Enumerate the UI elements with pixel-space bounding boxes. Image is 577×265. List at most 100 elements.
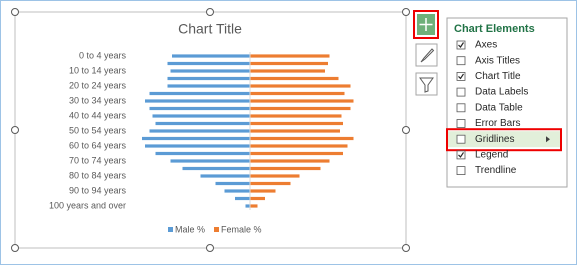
handle[interactable] bbox=[11, 8, 19, 16]
bar bbox=[235, 196, 250, 201]
bar bbox=[200, 174, 250, 178]
bar bbox=[250, 204, 258, 208]
handle[interactable] bbox=[206, 244, 214, 252]
bar bbox=[250, 61, 328, 66]
bar bbox=[182, 166, 250, 171]
bar bbox=[250, 174, 300, 178]
handle[interactable] bbox=[11, 244, 19, 252]
handle[interactable] bbox=[402, 126, 410, 134]
chart-title[interactable]: Chart Title bbox=[178, 21, 242, 37]
y-tick-label: 30 to 34 years bbox=[69, 95, 127, 105]
checkbox[interactable] bbox=[456, 150, 466, 160]
bar bbox=[250, 99, 354, 103]
bar bbox=[172, 54, 250, 58]
bar bbox=[250, 181, 291, 186]
checkbox[interactable] bbox=[456, 103, 466, 113]
bar bbox=[149, 106, 250, 111]
bar bbox=[224, 189, 250, 193]
item-label[interactable]: Legend bbox=[475, 150, 508, 161]
bar bbox=[152, 114, 250, 118]
checkbox[interactable] bbox=[456, 87, 466, 97]
bar bbox=[167, 76, 250, 81]
bar bbox=[250, 76, 339, 81]
resize-handles bbox=[11, 8, 410, 252]
panel bbox=[446, 17, 568, 188]
bar bbox=[250, 91, 345, 96]
panel-items: Axes Axis Titles Chart Title Data Labels Dat… bbox=[446, 40, 562, 176]
handle[interactable] bbox=[402, 244, 410, 252]
bar bbox=[250, 196, 265, 201]
bar bbox=[170, 69, 250, 73]
filter-icon bbox=[419, 77, 434, 93]
item-label[interactable]: Chart Title bbox=[475, 71, 521, 82]
checkbox[interactable] bbox=[456, 119, 466, 128]
bar bbox=[155, 151, 250, 156]
checkbox[interactable] bbox=[456, 72, 466, 81]
panel-title: Chart Elements bbox=[454, 23, 535, 35]
bar bbox=[145, 99, 250, 103]
bar bbox=[250, 151, 343, 156]
y-tick-label: 20 to 24 years bbox=[69, 80, 127, 90]
bar bbox=[250, 84, 351, 88]
bar bbox=[250, 166, 321, 171]
item-focus-border bbox=[446, 128, 562, 152]
bar bbox=[149, 129, 250, 133]
bar bbox=[250, 121, 343, 126]
bar bbox=[250, 159, 330, 163]
bar bbox=[170, 159, 250, 163]
bar bbox=[250, 69, 325, 73]
plus-icon bbox=[419, 18, 433, 31]
handle[interactable] bbox=[11, 126, 19, 134]
submenu-arrow bbox=[546, 136, 550, 143]
bar bbox=[142, 136, 250, 141]
item-label[interactable]: Gridlines bbox=[475, 134, 514, 145]
checkmark bbox=[458, 152, 464, 158]
bar bbox=[167, 84, 250, 88]
item-label[interactable]: Data Labels bbox=[475, 87, 528, 98]
brush-icon bbox=[420, 48, 435, 63]
checkmark bbox=[458, 42, 464, 48]
item-label[interactable]: Axes bbox=[475, 40, 497, 51]
checkmark bbox=[458, 73, 464, 80]
y-tick-label: 100 years and over bbox=[49, 200, 126, 210]
item-label[interactable]: Trendline bbox=[475, 165, 517, 176]
item-label[interactable]: Data Table bbox=[475, 102, 523, 113]
item-label[interactable]: Error Bars bbox=[475, 118, 521, 129]
bar bbox=[250, 144, 348, 148]
bar bbox=[167, 61, 250, 66]
bar bbox=[250, 114, 342, 118]
y-tick-label: 80 to 84 years bbox=[69, 170, 127, 180]
checkbox[interactable] bbox=[456, 134, 466, 144]
y-tick-label: 10 to 14 years bbox=[69, 65, 127, 75]
legend-label: Male % bbox=[175, 224, 205, 234]
legend-swatch bbox=[168, 227, 173, 232]
bar bbox=[250, 129, 340, 133]
plot: 0 to 4 years 10 to 14 years 20 to 24 years… bbox=[49, 50, 354, 234]
checkbox[interactable] bbox=[456, 166, 466, 176]
handle[interactable] bbox=[402, 8, 410, 16]
y-tick-label: 50 to 54 years bbox=[69, 125, 127, 135]
legend-label: Female % bbox=[221, 224, 262, 234]
bar bbox=[155, 121, 250, 126]
bar bbox=[250, 189, 276, 193]
bar bbox=[149, 91, 250, 96]
bar bbox=[250, 54, 330, 58]
legend-swatch bbox=[214, 227, 219, 232]
bar bbox=[215, 181, 250, 186]
y-tick-label: 60 to 64 years bbox=[69, 140, 127, 150]
item-label[interactable]: Axis Titles bbox=[475, 55, 520, 66]
checkbox[interactable] bbox=[456, 40, 466, 50]
y-tick-label: 90 to 94 years bbox=[69, 185, 127, 195]
y-tick-label: 70 to 74 years bbox=[69, 155, 127, 165]
bar bbox=[250, 106, 351, 111]
y-tick-label: 40 to 44 years bbox=[69, 110, 127, 120]
item-highlight bbox=[448, 131, 560, 148]
handle[interactable] bbox=[206, 8, 214, 16]
bar bbox=[250, 136, 354, 141]
bar bbox=[245, 204, 250, 208]
checkbox[interactable] bbox=[456, 56, 466, 66]
bar bbox=[145, 144, 250, 148]
y-tick-label: 0 to 4 years bbox=[79, 50, 127, 60]
